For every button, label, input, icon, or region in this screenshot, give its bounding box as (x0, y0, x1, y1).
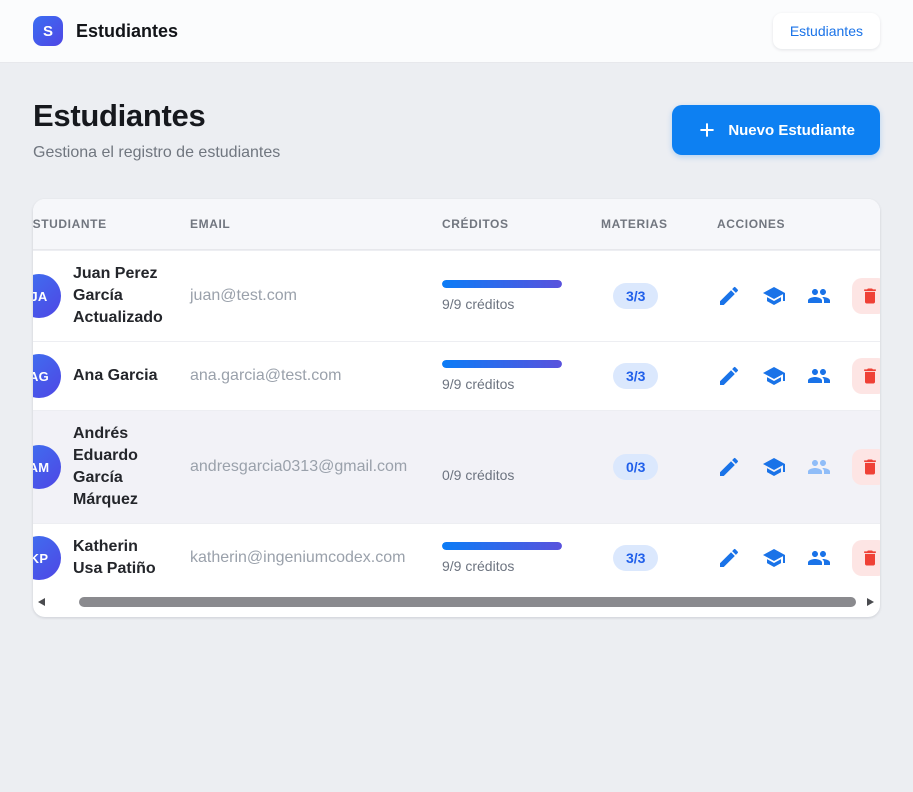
page-subtitle: Gestiona el registro de estudiantes (33, 144, 281, 161)
delete-button[interactable] (852, 278, 880, 314)
people-icon (807, 455, 831, 479)
avatar: AG (33, 354, 61, 398)
credits-label: 9/9 créditos (442, 296, 515, 312)
column-header-credits: CRÉDITOS (442, 217, 509, 231)
delete-button[interactable] (852, 449, 880, 485)
credits-progress-fill (442, 360, 562, 368)
app-title: Estudiantes (76, 20, 179, 41)
assign-groups-button[interactable] (807, 364, 831, 388)
courses-button[interactable] (762, 284, 786, 308)
trash-icon (860, 457, 880, 477)
graduation-cap-icon (762, 546, 786, 570)
subjects-badge: 3/3 (613, 545, 659, 571)
courses-button[interactable] (762, 455, 786, 479)
column-header-email: EMAIL (190, 217, 231, 231)
new-student-button[interactable]: Nuevo Estudiante (672, 105, 880, 155)
student-email: ana.garcia@test.com (190, 367, 342, 384)
courses-button[interactable] (762, 546, 786, 570)
scroll-left-arrow-icon[interactable] (38, 598, 45, 606)
student-email: juan@test.com (190, 287, 297, 304)
credits-progress (442, 360, 562, 368)
delete-button[interactable] (852, 540, 880, 576)
student-name: Ana Garcia (73, 367, 158, 384)
app-logo-letter: S (42, 22, 53, 40)
scroll-right-arrow-icon[interactable] (867, 598, 874, 606)
students-table-card: ESTUDIANTE EMAIL CRÉDITOS MATERIAS ACCIO… (33, 199, 880, 617)
people-icon (807, 364, 831, 388)
edit-button[interactable] (717, 455, 741, 479)
assign-groups-button[interactable] (807, 546, 831, 570)
credits-label: 0/9 créditos (442, 467, 515, 483)
plus-icon (700, 123, 715, 137)
subjects-badge: 3/3 (613, 363, 659, 389)
column-header-subjects: MATERIAS (601, 217, 668, 231)
edit-button[interactable] (717, 284, 741, 308)
graduation-cap-icon (762, 284, 786, 308)
student-name: Juan Perez García Actualizado (73, 265, 163, 326)
scrollbar-thumb[interactable] (79, 597, 856, 607)
table-row: JA Juan Perez García Actualizado juan@te… (33, 250, 880, 341)
avatar: JA (33, 274, 61, 318)
graduation-cap-icon (762, 455, 786, 479)
avatar: AM (33, 445, 61, 489)
page-title: Estudiantes (33, 98, 206, 133)
trash-icon (860, 286, 880, 306)
trash-icon (860, 366, 880, 386)
student-email: andresgarcia0313@gmail.com (190, 458, 408, 475)
column-header-student: ESTUDIANTE (33, 217, 107, 231)
table-header-row: ESTUDIANTE EMAIL CRÉDITOS MATERIAS ACCIO… (33, 199, 880, 250)
graduation-cap-icon (762, 364, 786, 388)
assign-groups-button[interactable] (807, 284, 831, 308)
avatar: KP (33, 536, 61, 580)
credits-label: 9/9 créditos (442, 558, 515, 574)
trash-icon (860, 548, 880, 568)
credits-progress (442, 542, 562, 550)
courses-button[interactable] (762, 364, 786, 388)
assign-groups-button[interactable] (807, 455, 831, 479)
student-name: Katherin Usa Patiño (73, 538, 156, 577)
pencil-icon (717, 546, 741, 570)
top-navbar: S Estudiantes Estudiantes (0, 0, 913, 63)
table-row: AM Andrés Eduardo García Márquez andresg… (33, 410, 880, 523)
edit-button[interactable] (717, 546, 741, 570)
credits-label: 9/9 créditos (442, 376, 515, 392)
people-icon (807, 546, 831, 570)
nav-link-estudiantes[interactable]: Estudiantes (772, 13, 880, 49)
credits-progress (442, 280, 562, 288)
edit-button[interactable] (717, 364, 741, 388)
page-header: Estudiantes Gestiona el registro de estu… (33, 98, 880, 162)
app-logo: S (33, 16, 63, 46)
main-content: Estudiantes Gestiona el registro de estu… (0, 63, 913, 617)
table-row: KP Katherin Usa Patiño katherin@ingenium… (33, 523, 880, 592)
credits-progress (442, 451, 562, 459)
pencil-icon (717, 284, 741, 308)
student-email: katherin@ingeniumcodex.com (190, 549, 406, 566)
credits-progress-fill (442, 542, 562, 550)
new-student-button-label: Nuevo Estudiante (728, 121, 855, 139)
pencil-icon (717, 364, 741, 388)
student-name: Andrés Eduardo García Márquez (73, 425, 138, 508)
credits-progress-fill (442, 280, 562, 288)
subjects-badge: 0/3 (613, 454, 659, 480)
horizontal-scrollbar[interactable] (33, 594, 880, 611)
people-icon (807, 284, 831, 308)
subjects-badge: 3/3 (613, 283, 659, 309)
table-row: AG Ana Garcia ana.garcia@test.com 9/9 cr… (33, 341, 880, 410)
pencil-icon (717, 455, 741, 479)
delete-button[interactable] (852, 358, 880, 394)
column-header-actions: ACCIONES (717, 217, 786, 231)
